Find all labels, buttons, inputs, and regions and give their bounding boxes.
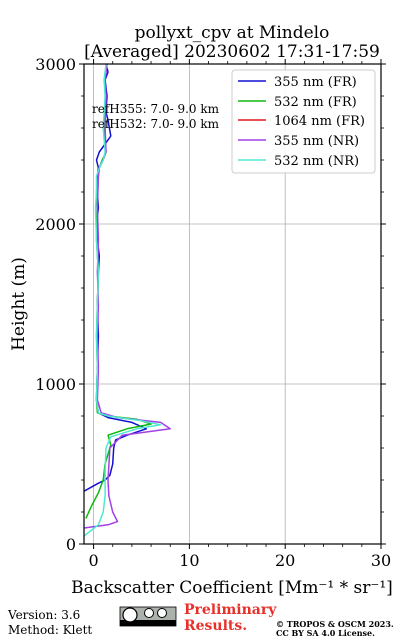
annotation-refh532: refH532: 7.0- 9.0 km xyxy=(92,117,220,131)
preliminary-label-line1: Preliminary xyxy=(184,602,277,618)
axis-ticks: 0 10 20 30 0 1000 2000 3000 xyxy=(35,55,391,570)
preliminary-label-line2: Results. xyxy=(184,618,247,634)
legend-label-532-nr: 532 nm (NR) xyxy=(274,154,359,169)
x-tick-label: 10 xyxy=(179,551,199,570)
annotation-refh355: refH355: 7.0- 9.0 km xyxy=(92,102,220,116)
series-line-532-nm-fr- xyxy=(85,64,152,519)
license-badge-strip xyxy=(120,620,176,626)
chart-title-line1: pollyxt_cpv at Mindelo xyxy=(135,23,330,43)
y-tick-label: 2000 xyxy=(35,215,76,234)
legend-label-355-fr: 355 nm (FR) xyxy=(274,75,357,90)
series-lines xyxy=(84,64,171,537)
method-text: Method: Klett xyxy=(8,623,92,637)
cc-icon xyxy=(122,607,138,623)
cc-by-sa-badge xyxy=(119,606,177,627)
y-tick-label: 0 xyxy=(66,535,76,554)
y-tick-label: 3000 xyxy=(35,55,76,74)
legend-box xyxy=(231,69,376,174)
y-tick-label: 1000 xyxy=(35,375,76,394)
y-axis-label: Height (m) xyxy=(9,257,29,351)
legend-label-355-nr: 355 nm (NR) xyxy=(274,134,359,149)
x-tick-label: 20 xyxy=(275,551,295,570)
legend-label-1064-fr: 1064 nm (FR) xyxy=(274,114,365,129)
by-icon xyxy=(144,608,154,618)
x-tick-label: 0 xyxy=(88,551,98,570)
x-axis-label: Backscatter Coefficient [Mm⁻¹ * sr⁻¹] xyxy=(71,578,393,598)
legend-label-532-fr: 532 nm (FR) xyxy=(274,95,357,110)
series-line-532-nm-nr- xyxy=(84,64,162,537)
x-tick-label: 30 xyxy=(371,551,391,570)
chart-title-line2: [Averaged] 20230602 17:31-17:59 xyxy=(84,42,380,62)
copyright-line2: CC BY SA 4.0 License. xyxy=(276,628,375,638)
plot-frame xyxy=(83,63,382,545)
legend: 355 nm (FR) 532 nm (FR) 1064 nm (FR) 355… xyxy=(231,69,376,174)
sa-icon xyxy=(157,608,167,618)
version-text: Version: 3.6 xyxy=(7,608,80,622)
copyright-line1: © TROPOS & OSCM 2023. xyxy=(276,619,394,629)
